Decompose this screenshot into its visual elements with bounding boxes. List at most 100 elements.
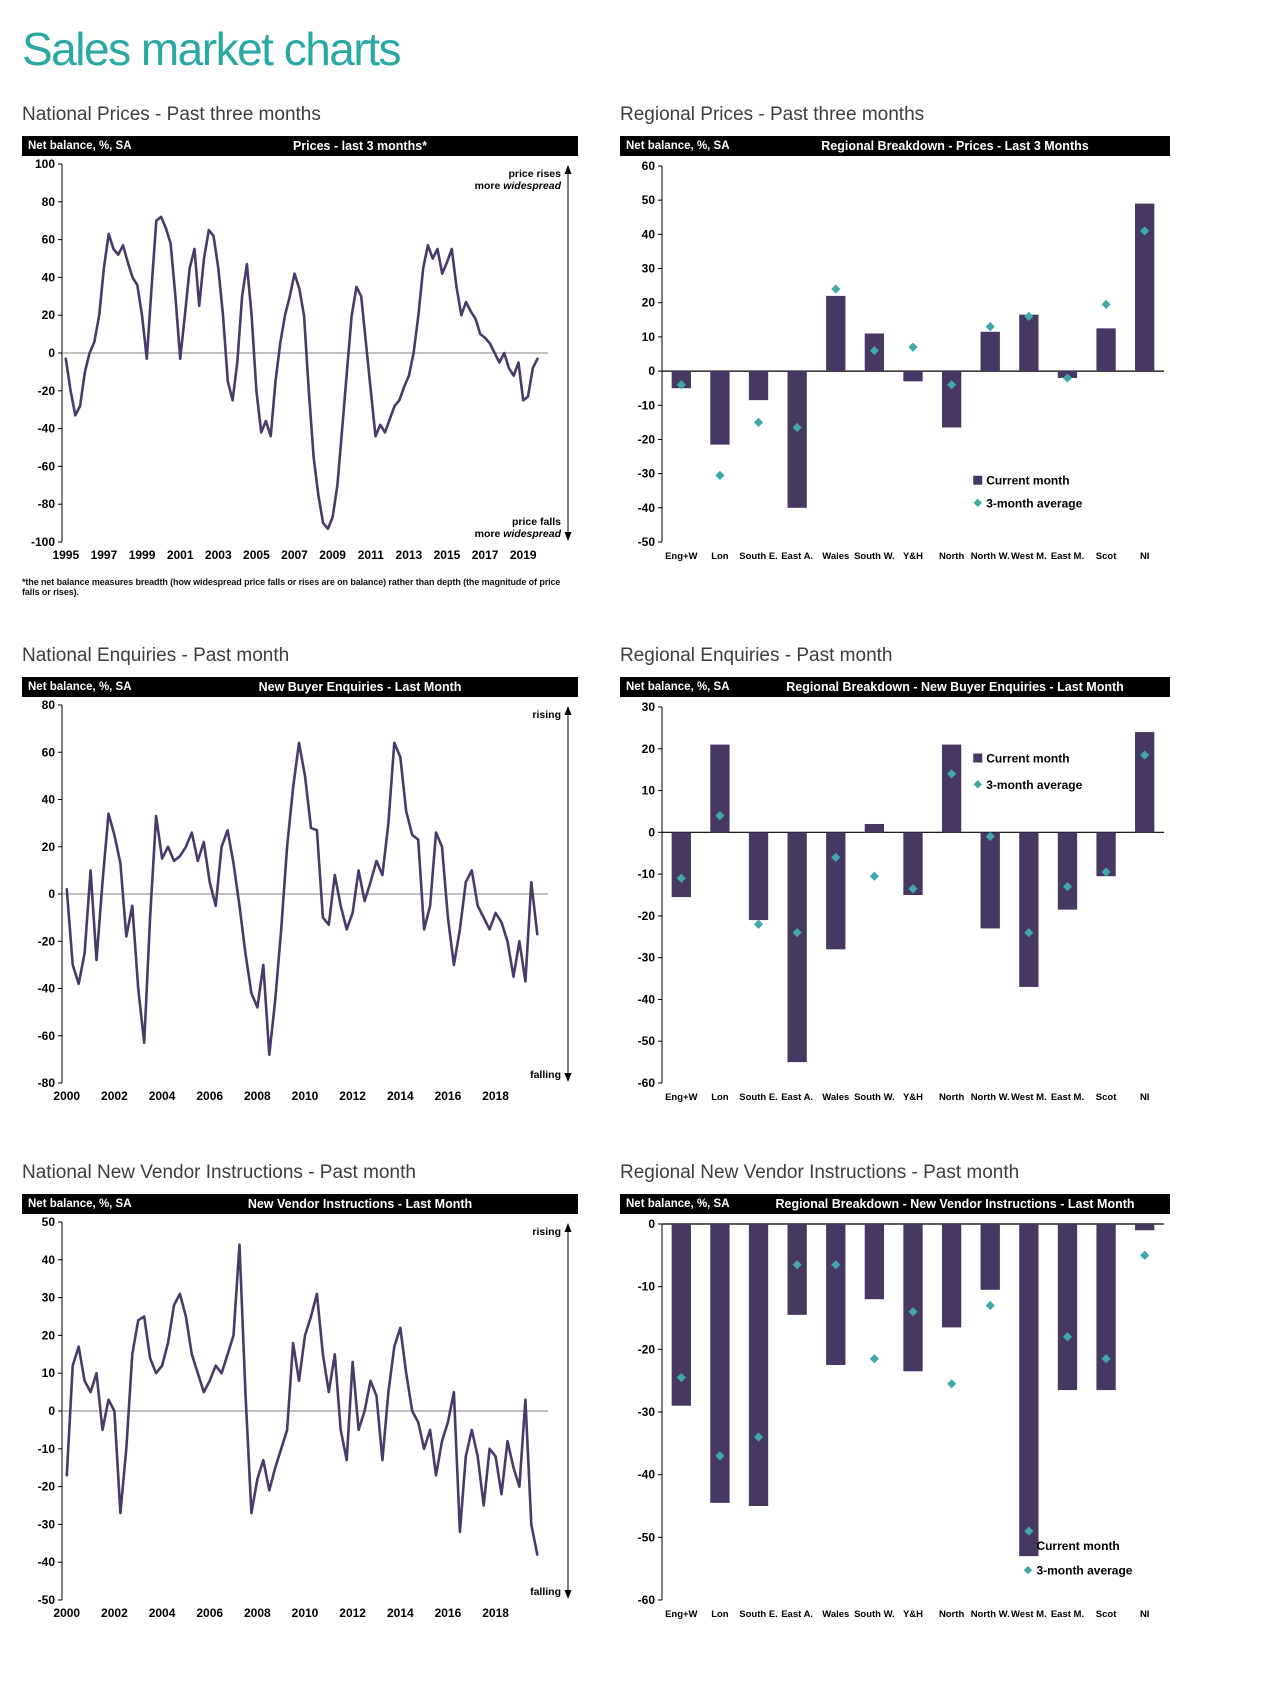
x-tick-label: 2012 [339,1606,366,1620]
category-label: South E. [739,551,778,562]
axis-units-label: Net balance, %, SA [28,681,132,693]
y-tick-label: -50 [638,1530,656,1544]
category-label: Scot [1096,1609,1117,1620]
chart-title: Regional Breakdown - Prices - Last 3 Mon… [821,139,1089,153]
chart-cell-national-prices: National Prices - Past three months Net … [22,104,578,597]
x-tick-label: 1997 [91,548,118,562]
y-tick-label: -20 [638,1342,656,1356]
diamonds-3-month-average [676,226,1150,480]
x-tick-label: 2010 [292,1606,319,1620]
plot-national-new-vendor-instructions: 50 40 30 20 10 0 -10 -20 -30 -40 -50 2000 2002 2004 20… [22,1214,578,1631]
y-tick-label: 40 [42,270,56,284]
diamond-South E. [753,417,764,427]
diamond-South W. [869,871,879,881]
y-tick-label: 20 [642,296,656,310]
y-tick-label: -10 [638,1280,656,1294]
y-tick-label: 60 [642,159,656,173]
legend-current-month-label: Current month [986,752,1069,766]
page: Sales market charts National Prices - Pa… [22,23,1286,1631]
x-tick-label: 2015 [434,548,461,562]
annotation-bottom: falling [530,1069,561,1081]
category-label: Y&H [903,551,923,562]
legend-3-month-average-swatch [973,780,982,789]
section-title-national-prices: National Prices - Past three months [22,104,321,125]
x-tick-label: 2014 [387,1089,414,1103]
y-tick-label: 20 [42,308,56,322]
y-tick-label: -60 [38,459,56,473]
y-tick-label: -40 [638,1468,656,1482]
bar-Lon [710,1224,730,1503]
diamond-West M. [1024,928,1034,938]
legend-3-month-average-label: 3-month average [1036,1564,1132,1578]
x-tick-label: 2000 [53,1606,80,1620]
section-title-regional-enquiries: Regional Enquiries - Past month [620,645,893,666]
bar-South W. [864,823,885,833]
regional-prices-svg: 60 50 40 30 20 10 0 -10 -20 -30 -40 -50 Eng+W Lon Sout… [638,159,1164,562]
y-axis: 100 80 60 40 20 0 -20 -40 -60 -80 -100 [31,157,63,549]
y-tick-label: -40 [638,992,656,1006]
bar-North W. [980,832,1000,929]
charts-grid: National Prices - Past three months Net … [22,104,1286,1631]
y-tick-label: -30 [638,1405,656,1419]
x-tick-label: 2002 [101,1606,128,1620]
bar-North [941,1224,962,1328]
bar-NI [1135,203,1155,372]
y-axis: 0 -10 -20 -30 -40 -50 -60 [638,1217,663,1607]
category-label: NI [1140,1092,1150,1103]
bar-Eng+W [671,1224,691,1406]
national-prices-series-line [64,215,539,531]
category-label: Lon [711,551,729,562]
diamond-North [947,380,957,390]
diamond-North W. [985,322,995,332]
axis-units-label: Net balance, %, SA [626,681,730,693]
x-tick-label: 2013 [396,548,423,562]
bar-North [941,744,962,833]
y-tick-label: 30 [642,700,656,714]
category-label: East M. [1051,1609,1084,1620]
x-tick-label: 2004 [149,1606,176,1620]
category-label: East M. [1051,551,1084,562]
diamond-North W. [985,1300,995,1311]
chart-header-bar: Net balance, %, SA Regional Breakdown - … [620,136,1170,156]
legend-3-month-average-swatch [1023,1565,1033,1575]
category-label: Lon [711,1092,729,1103]
category-label: Y&H [903,1092,923,1103]
x-tick-label: 2011 [358,548,384,562]
annotation-bottom: price falls [512,516,561,528]
plot-regional-new-vendor-instructions: 0 -10 -20 -30 -40 -50 -60 Eng+W Lon South E. East … [620,1214,1170,1631]
y-tick-label: 0 [48,1404,55,1418]
y-tick-label: -10 [638,867,656,881]
y-tick-label: 40 [42,793,56,807]
diamond-North W. [985,831,995,842]
chart-cell-national-enquiries: National Enquiries - Past month Net bala… [22,645,578,1114]
plot-regional-prices: 60 50 40 30 20 10 0 -10 -20 -30 -40 -50 Eng+W Lon Sout… [620,156,1170,573]
x-tick-label: 2008 [244,1089,271,1103]
chart-header-bar: Net balance, %, SA Prices - last 3 month… [22,136,578,156]
bar-West M. [1019,1224,1039,1557]
y-tick-label: 50 [42,1215,56,1229]
y-tick-label: -50 [638,535,656,549]
y-tick-label: -10 [638,398,656,412]
axis-units-label: Net balance, %, SA [626,140,730,152]
bar-Wales [826,1224,846,1365]
annotation-top: rising [532,709,561,721]
plot-national-enquiries: 80 60 40 20 0 -20 -40 -60 -80 2000 2002 2004 2006 200… [22,697,578,1114]
chart-title: Regional Breakdown - New Vendor Instruct… [775,1197,1135,1211]
category-label: North W. [971,1609,1010,1620]
x-tick-label: 2002 [101,1089,128,1103]
x-tick-label: 2009 [319,548,346,562]
chart-title: Prices - last 3 months* [292,139,428,153]
x-tick-label: 2001 [167,548,194,562]
bar-Eng+W [671,832,691,898]
y-axis: 80 60 40 20 0 -20 -40 -60 -80 [38,698,63,1090]
x-tick-label: 2016 [435,1089,462,1103]
y-tick-label: -80 [38,497,56,511]
legend-current-month-swatch [973,753,983,763]
category-label: Scot [1096,551,1117,562]
direction-arrow [564,706,572,1082]
diamond-Y&H [908,1307,918,1317]
bar-NI [1135,732,1155,833]
category-label: South W. [854,1092,895,1103]
page-title: Sales market charts [22,23,401,75]
category-label: West M. [1011,551,1047,562]
